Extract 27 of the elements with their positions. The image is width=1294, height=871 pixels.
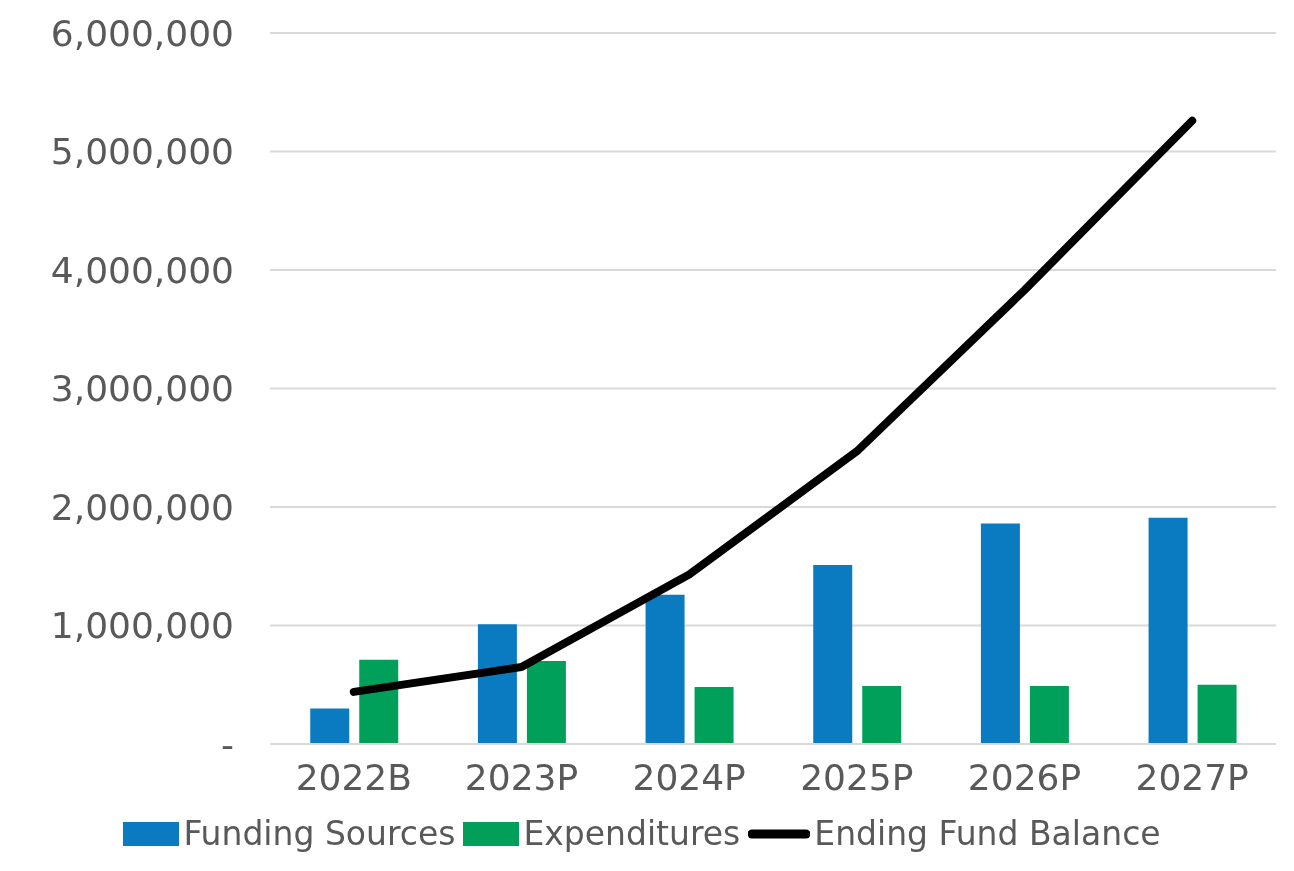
bar	[477, 624, 517, 744]
bar	[1029, 685, 1069, 744]
bar	[862, 685, 902, 744]
x-tick-label: 2022B	[295, 756, 412, 798]
y-tick-label: -	[221, 723, 234, 765]
legend-label: Ending Fund Balance	[814, 814, 1161, 853]
bar	[813, 565, 853, 744]
y-tick-label: 3,000,000	[50, 368, 234, 410]
x-tick-label: 2027P	[1135, 756, 1249, 798]
x-tick-label: 2026P	[967, 756, 1082, 798]
bar	[526, 661, 566, 744]
x-tick-label: 2024P	[632, 756, 746, 798]
bar	[645, 594, 685, 744]
x-tick-label: 2023P	[464, 756, 579, 798]
y-tick-label: 2,000,000	[50, 486, 234, 528]
x-tick-label: 2025P	[800, 756, 914, 798]
legend-label: Expenditures	[523, 814, 741, 853]
y-tick-label: 4,000,000	[50, 249, 234, 291]
bar	[1148, 517, 1188, 744]
bar	[1197, 684, 1237, 744]
bar	[980, 523, 1020, 744]
legend-label: Funding Sources	[183, 814, 456, 853]
y-tick-label: 1,000,000	[50, 605, 234, 647]
y-tick-label: 6,000,000	[50, 12, 234, 54]
bar	[694, 687, 734, 744]
y-tick-label: 5,000,000	[50, 131, 234, 173]
bar	[310, 708, 350, 744]
